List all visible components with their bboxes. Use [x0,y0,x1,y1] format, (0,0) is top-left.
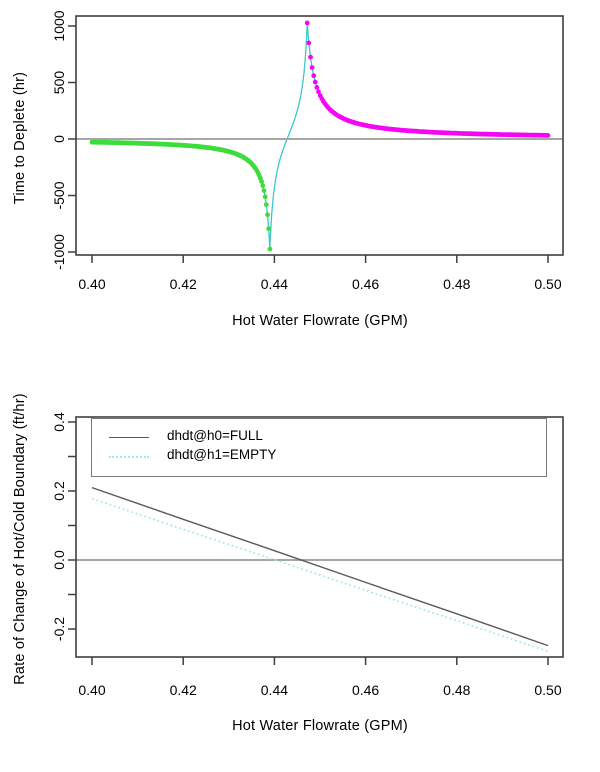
green-data-point [262,194,268,200]
x-tick-label: 0.48 [443,276,470,292]
dhdt-at-h1-empty-line [91,497,549,653]
x-tick-label: 0.42 [170,682,197,698]
legend-label-empty: dhdt@h1=EMPTY [167,447,277,462]
bottom-x-axis-title: Hot Water Flowrate (GPM) [232,718,408,734]
x-tick-label: 0.46 [352,682,379,698]
x-tick-label: 0.42 [170,276,197,292]
green-data-point [263,202,269,208]
green-data-point [267,246,273,252]
y-tick-label: 0.2 [51,481,67,501]
x-tick-label: 0.50 [534,276,561,292]
dhdt-at-h0-full-line [91,486,549,647]
y-tick-label: -500 [51,181,67,209]
green-data-point [261,188,267,194]
green-data-point [265,212,270,218]
y-tick-label: 0.4 [51,412,67,432]
x-tick-label: 0.44 [261,682,288,698]
green-data-point [260,183,266,189]
bottom-y-axis-title: Rate of Change of Hot/Cold Boundary (ft/… [12,393,28,685]
y-tick-label: 0 [51,135,67,143]
top-y-axis-title: Time to Deplete (hr) [12,71,28,205]
magenta-data-point [304,20,310,26]
y-tick-label: 1000 [51,10,67,41]
magenta-data-point [314,85,320,90]
x-tick-label: 0.50 [534,682,561,698]
legend-label-full: dhdt@h0=FULL [167,428,263,443]
plot-frame [75,15,564,256]
magenta-data-point [545,133,551,138]
y-tick-label: 0.0 [51,550,67,570]
x-tick-label: 0.40 [78,682,105,698]
x-tick-label: 0.40 [78,276,105,292]
legend-line-empty-icon [109,456,149,458]
magenta-data-point [308,54,313,60]
legend-line-full-icon [109,437,149,438]
magenta-data-point [316,89,321,95]
top-x-axis-title: Hot Water Flowrate (GPM) [232,313,408,329]
legend-box: dhdt@h0=FULL dhdt@h1=EMPTY [91,418,547,477]
y-tick-label: 500 [51,71,67,95]
x-tick-label: 0.48 [443,682,470,698]
y-tick-label: -1000 [51,234,67,270]
green-data-point [266,226,272,232]
x-tick-label: 0.46 [352,276,379,292]
y-tick-label: -0.2 [51,617,67,641]
green-data-point [259,179,264,185]
x-tick-label: 0.44 [261,276,288,292]
magenta-data-point [309,65,315,70]
plot-frame [75,416,564,658]
magenta-data-point [311,73,317,79]
magenta-data-point [306,40,312,46]
magenta-data-point [312,79,318,85]
